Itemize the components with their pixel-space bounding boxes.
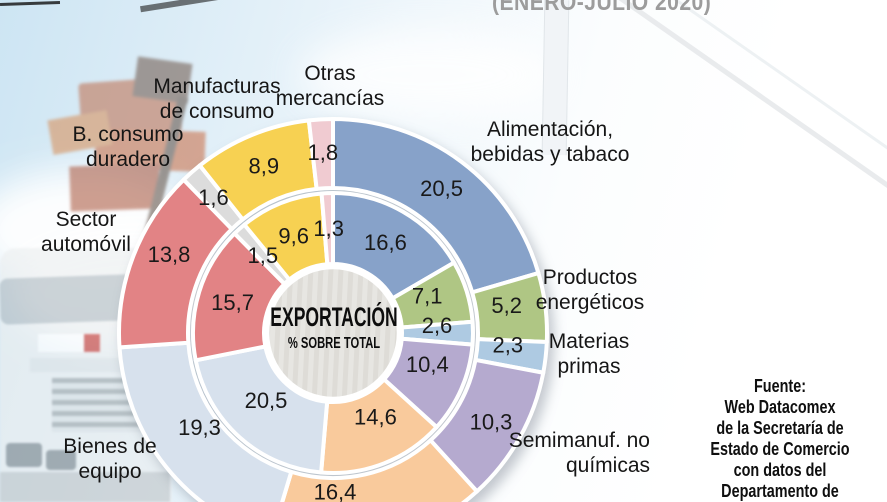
value-label-inner-1: 7,1	[412, 284, 443, 309]
value-label-inner-7: 1,5	[248, 243, 279, 268]
outer-ring	[117, 116, 549, 502]
donut-center-circle	[264, 264, 402, 402]
value-label-outer-2: 2,3	[493, 333, 524, 358]
value-label-outer-5: 19,3	[178, 415, 221, 440]
donut-chart: 20,5 5,2 2,3 10,3 16,4 19,3 13,8 1,6 8,9 1,8 16,6 7…	[117, 116, 549, 502]
value-label-inner-0: 16,6	[364, 230, 407, 255]
value-label-inner-9: 1,3	[313, 216, 344, 241]
donut-segment-inner-5	[193, 344, 330, 475]
chart-title-period: (ENERO-JULIO 2020)	[492, 0, 712, 16]
callout-productos-energeticos: Productos energéticos	[535, 266, 645, 314]
value-labels: 20,5 5,2 2,3 10,3 16,4 19,3 13,8 1,6 8,9 1,8 16,6 7…	[148, 140, 524, 502]
donut-segment-outer-4	[280, 438, 479, 502]
value-label-inner-2: 2,6	[422, 313, 453, 338]
callout-bienes-de-equipo: Bienes de equipo	[63, 435, 157, 483]
value-label-outer-6: 13,8	[148, 242, 191, 267]
callout-otras-mercancias: Otras mercancías	[275, 62, 385, 110]
callout-alimentacion: Alimentación, bebidas y tabaco	[470, 118, 630, 166]
callout-semimanuf-no-quimicas: Semimanuf. no químicas	[508, 429, 650, 477]
callout-sector-automovil: Sector automóvil	[41, 208, 131, 256]
callout-manufacturas-de-consumo: Manufacturas de consumo	[153, 75, 281, 123]
value-label-outer-8: 8,9	[249, 154, 280, 179]
callout-materias-primas: Materias primas	[548, 330, 630, 378]
value-label-outer-7: 1,6	[198, 185, 229, 210]
inner-ring	[191, 191, 475, 475]
value-label-inner-3: 10,4	[406, 352, 449, 377]
value-label-inner-4: 14,6	[354, 405, 397, 430]
value-label-inner-6: 15,7	[211, 290, 254, 315]
value-label-outer-3: 10,3	[470, 409, 513, 434]
value-label-inner-8: 9,6	[278, 224, 309, 249]
value-label-outer-9: 1,8	[308, 140, 339, 165]
value-label-inner-5: 20,5	[245, 388, 288, 413]
value-label-outer-1: 5,2	[491, 293, 522, 318]
donut-segment-inner-6	[191, 231, 287, 363]
value-label-outer-0: 20,5	[420, 176, 463, 201]
donut-segment-outer-9	[306, 116, 335, 191]
source-note: Fuente: Web Datacomex de la Secretaría d…	[710, 376, 850, 501]
value-label-outer-4: 16,4	[314, 479, 357, 502]
center-title: EXPORTACIÓN	[270, 302, 398, 332]
donut-segment-inner-9	[319, 191, 335, 267]
center-subtitle: % SOBRE TOTAL	[287, 335, 381, 352]
callout-b-consumo-duradero: B. consumo duradero	[72, 123, 184, 171]
cloud	[300, 30, 560, 120]
